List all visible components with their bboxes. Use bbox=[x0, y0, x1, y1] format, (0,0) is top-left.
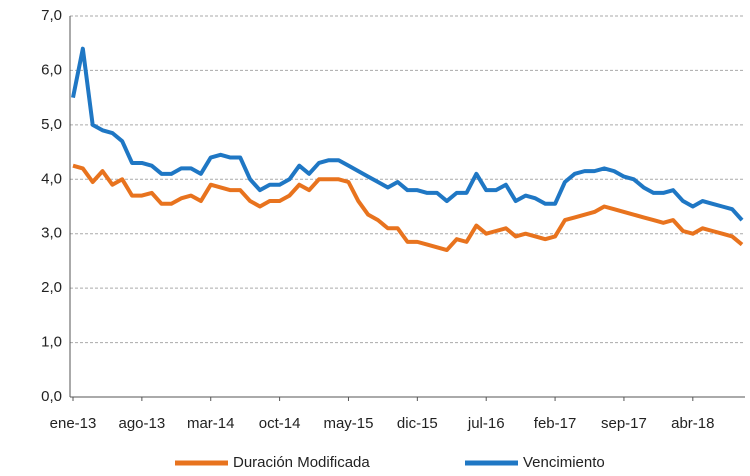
y-tick-label: 3,0 bbox=[41, 225, 62, 242]
legend-label: Vencimiento bbox=[523, 454, 605, 471]
x-tick-label: jul-16 bbox=[467, 415, 505, 432]
series-line bbox=[71, 46, 744, 222]
y-tick-label: 7,0 bbox=[41, 7, 62, 24]
x-tick-label: oct-14 bbox=[259, 415, 301, 432]
series-line bbox=[72, 163, 744, 253]
x-tick-label: abr-18 bbox=[671, 415, 714, 432]
y-tick-label: 5,0 bbox=[41, 116, 62, 133]
y-tick-label: 2,0 bbox=[41, 279, 62, 296]
y-tick-label: 1,0 bbox=[41, 334, 62, 351]
y-tick-label: 4,0 bbox=[41, 170, 62, 187]
x-tick-label: feb-17 bbox=[534, 415, 577, 432]
x-tick-label: dic-15 bbox=[397, 415, 438, 432]
y-tick-label: 6,0 bbox=[41, 61, 62, 78]
x-tick-label: may-15 bbox=[323, 415, 373, 432]
x-tick-label: ene-13 bbox=[50, 415, 97, 432]
legend-label: Duración Modificada bbox=[233, 454, 370, 471]
x-tick-label: ago-13 bbox=[119, 415, 166, 432]
x-tick-label: sep-17 bbox=[601, 415, 647, 432]
y-tick-label: 0,0 bbox=[41, 388, 62, 405]
x-tick-label: mar-14 bbox=[187, 415, 235, 432]
